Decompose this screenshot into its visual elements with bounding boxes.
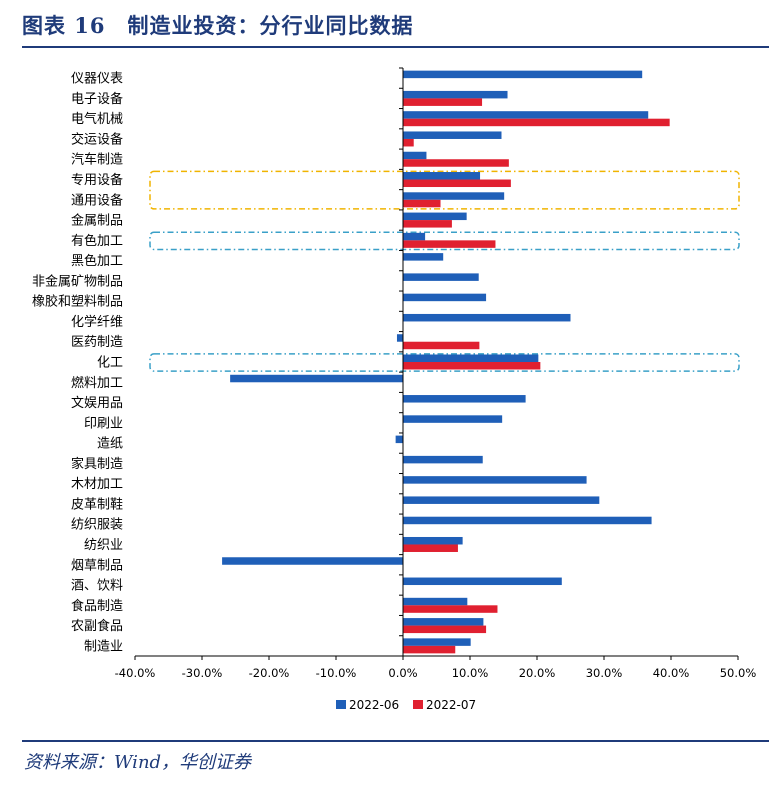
category-label: 仪器仪表 [71,72,123,87]
bar-2022-06 [403,395,526,403]
bar-2022-07 [403,240,496,248]
category-label: 医药制造 [71,335,123,350]
bar-2022-07 [403,544,458,552]
bar-2022-07 [403,645,456,654]
bar-2022-06 [403,354,539,362]
bar-2022-07 [403,98,483,106]
bar-2022-06 [403,90,508,99]
category-label: 有色加工 [71,233,123,249]
legend-label-2022-06: 2022-06 [349,698,399,712]
bar-2022-06 [403,618,484,626]
category-label: 印刷业 [84,416,123,431]
x-tick-label: -30.0% [182,666,223,680]
figure-title: 制造业投资：分行业同比数据 [127,13,414,38]
category-label: 食品制造 [71,598,123,614]
category-label: 专用设备 [71,172,123,188]
bar-2022-06 [403,111,649,119]
category-label: 化学纤维 [71,314,123,330]
bar-2022-06 [403,253,444,261]
x-tick-label: 40.0% [653,666,690,680]
bar-2022-06 [403,577,562,586]
bar-2022-06 [403,232,426,241]
category-label: 纺织服装 [71,518,123,533]
category-label: 纺织业 [84,538,123,553]
highlight-box-1 [149,170,740,210]
x-tick-label: 20.0% [519,666,556,680]
category-label: 非金属矿物制品 [32,273,123,289]
highlight-box-2 [149,231,740,251]
x-tick-label: -10.0% [316,666,357,680]
category-label: 电子设备 [71,91,123,107]
bar-2022-07 [403,118,670,127]
bar-2022-07 [403,605,498,613]
title-rule [22,46,769,48]
category-label: 交运设备 [71,131,123,147]
bar-2022-06 [403,293,487,302]
category-label: 黑色加工 [71,253,123,269]
bar-2022-06 [403,212,467,221]
category-label: 化工 [97,356,123,371]
category-label: 通用设备 [71,192,123,208]
bar-2022-07 [403,179,511,188]
bar-2022-06 [403,516,652,525]
category-label: 橡胶和塑料制品 [32,294,123,310]
category-label: 燃料加工 [71,375,123,391]
bar-2022-06 [403,131,502,139]
legend-label-2022-07: 2022-07 [426,698,476,712]
bar-2022-07 [403,362,541,370]
bar-2022-06 [403,151,427,160]
bar-2022-06 [403,172,481,180]
x-tick-label: 50.0% [720,666,757,680]
bar-2022-06 [403,273,479,281]
bar-2022-07 [403,199,441,208]
category-label: 电气机械 [71,111,123,127]
bar-2022-07 [403,138,414,147]
bar-2022-06 [230,374,403,383]
x-tick-label: 10.0% [452,666,489,680]
bar-chart: 仪器仪表电子设备电气机械交运设备汽车制造专用设备通用设备金属制品有色加工黑色加工… [32,67,757,712]
bar-2022-06 [403,455,483,464]
bar-2022-06 [403,638,471,646]
bar-2022-06 [222,557,403,565]
category-label: 烟草制品 [71,558,123,573]
category-label: 文娱用品 [71,396,123,411]
bar-2022-06 [403,70,643,79]
category-label: 制造业 [84,639,123,654]
x-tick-label: 30.0% [586,666,623,680]
bar-2022-07 [403,220,452,228]
bar-2022-06 [403,536,463,545]
bar-2022-07 [403,159,509,167]
legend-swatch-2022-07 [413,700,423,709]
category-label: 酒、饮料 [71,579,123,594]
bar-2022-06 [403,476,587,484]
highlight-box-3 [149,353,740,372]
x-tick-label: -40.0% [115,666,156,680]
x-tick-label: 0.0% [388,666,417,680]
category-label: 汽车制造 [71,152,123,168]
category-label: 农副食品 [71,618,123,634]
bar-2022-06 [395,435,403,444]
legend-swatch-2022-06 [336,700,346,709]
chart-title: 图表 16 制造业投资：分行业同比数据 [22,10,762,44]
category-label: 造纸 [97,437,123,452]
bar-2022-06 [403,313,571,322]
bar-2022-06 [396,334,403,342]
figure-number: 图表 16 [22,13,106,38]
bar-2022-07 [403,625,487,634]
bar-2022-07 [403,341,480,350]
category-label: 木材加工 [71,477,123,492]
bar-2022-06 [403,496,600,504]
x-tick-label: -20.0% [249,666,290,680]
category-label: 家具制造 [71,456,123,472]
category-label: 金属制品 [71,213,123,229]
source-rule [22,740,769,742]
source-note: 资料来源：Wind，华创证券 [24,752,252,773]
bar-2022-06 [403,192,505,200]
bar-2022-06 [403,597,468,606]
category-label: 皮革制鞋 [71,496,123,512]
bar-2022-06 [403,415,503,423]
